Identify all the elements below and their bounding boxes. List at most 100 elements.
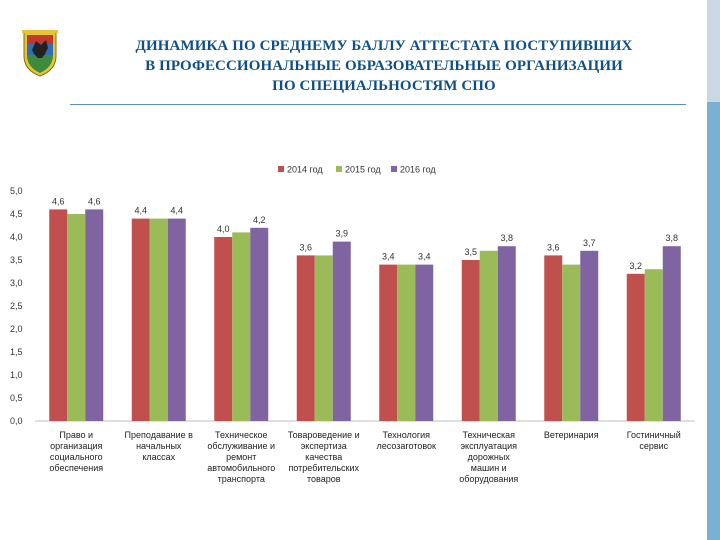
- accent-band-top: [707, 0, 720, 102]
- bar: [314, 255, 333, 421]
- bar: [479, 250, 498, 421]
- category-label: Ветеринария: [526, 430, 616, 441]
- y-tick-label: 0,0: [10, 416, 23, 426]
- category-label-line: Товароведение и: [287, 430, 360, 440]
- y-tick-label: 5,0: [10, 186, 23, 196]
- category-label-line: оборудования: [459, 474, 519, 484]
- bar: [167, 218, 186, 421]
- category-label: Товароведение и экспертиза качества потреби…: [279, 430, 369, 485]
- category-label-line: организация: [50, 441, 103, 451]
- category-label-line: товаров: [306, 474, 341, 484]
- bar: [644, 269, 663, 421]
- data-label: 4,4: [134, 206, 147, 216]
- category-label-line: экспертиза: [300, 441, 347, 451]
- page-title: ДИНАМИКА ПО СРЕДНЕМУ БАЛЛУ АТТЕСТАТА ПОС…: [70, 36, 698, 96]
- data-label: 3,4: [382, 252, 395, 262]
- data-label: 3,8: [500, 233, 513, 243]
- title-line-2: В ПРОФЕССИОНАЛЬНЫЕ ОБРАЗОВАТЕЛЬНЫЕ ОРГАН…: [145, 58, 623, 74]
- category-label-line: Техническое: [214, 430, 268, 440]
- bar: [580, 250, 599, 421]
- category-label-line: ремонт: [226, 452, 257, 462]
- data-label: 3,2: [629, 261, 642, 271]
- bar: [379, 264, 398, 421]
- category-label-line: дорожных: [467, 452, 510, 462]
- category-label-line: транспорта: [217, 474, 265, 484]
- category-label-line: Гостиничный: [626, 430, 681, 440]
- bar: [67, 214, 86, 421]
- category-label-line: лесозаготовок: [376, 441, 436, 451]
- legend-label: 2014 год: [287, 165, 323, 175]
- bar: [415, 264, 434, 421]
- data-label: 3,6: [547, 242, 560, 252]
- data-label: 3,4: [418, 252, 431, 262]
- category-label-line: Технология: [382, 430, 431, 440]
- bar: [461, 260, 480, 421]
- category-label-line: обслуживание и: [207, 441, 276, 451]
- y-tick-label: 2,5: [10, 301, 23, 311]
- category-label-line: классах: [142, 452, 176, 462]
- legend-swatch: [391, 166, 397, 172]
- category-label-line: Преподавание в: [124, 430, 193, 440]
- category-label-line: потребительских: [288, 463, 360, 473]
- data-label: 3,5: [464, 247, 477, 257]
- category-label: Преподавание в начальных классах: [114, 430, 204, 463]
- category-label-line: автомобильного: [207, 463, 276, 473]
- data-label: 4,6: [52, 196, 65, 206]
- category-label-line: начальных: [136, 441, 182, 451]
- data-label: 4,6: [88, 196, 101, 206]
- y-tick-label: 1,5: [10, 347, 23, 357]
- category-label-line: сервис: [639, 441, 669, 451]
- category-label: Техническое обслуживание и ремонт автомобил…: [196, 430, 286, 485]
- category-label: Техническая эксплуатация дорожных машин и об…: [444, 430, 534, 485]
- data-label: 3,8: [665, 233, 678, 243]
- y-tick-label: 4,0: [10, 232, 23, 242]
- bar: [149, 218, 168, 421]
- bar: [562, 264, 581, 421]
- y-tick-label: 3,5: [10, 255, 23, 265]
- data-label: 3,7: [583, 238, 596, 248]
- category-label-line: качества: [305, 452, 343, 462]
- accent-band: [707, 0, 720, 540]
- title-line-1: ДИНАМИКА ПО СРЕДНЕМУ БАЛЛУ АТТЕСТАТА ПОС…: [135, 38, 633, 54]
- category-label-line: Право и: [59, 430, 94, 440]
- category-label-line: эксплуатация: [460, 441, 518, 451]
- bar: [296, 255, 315, 421]
- data-label: 4,0: [217, 224, 230, 234]
- y-tick-label: 0,5: [10, 393, 23, 403]
- bar: [497, 246, 516, 421]
- category-label: Право и организация социального обеспечения: [31, 430, 121, 474]
- y-tick-label: 4,5: [10, 209, 23, 219]
- bar: [332, 241, 351, 421]
- data-label: 4,4: [170, 206, 183, 216]
- legend-label: 2015 год: [345, 165, 381, 175]
- bar: [626, 273, 645, 421]
- legend-swatch: [278, 166, 284, 172]
- coat-of-arms-icon: [22, 30, 58, 77]
- bar: [131, 218, 150, 421]
- bar: [544, 255, 563, 421]
- category-label-line: обеспечения: [49, 463, 104, 473]
- bar: [85, 209, 104, 421]
- y-tick-label: 2,0: [10, 324, 23, 334]
- category-label-line: Ветеринария: [543, 430, 599, 440]
- legend-swatch: [336, 166, 342, 172]
- bar: [662, 246, 681, 421]
- bar: [250, 227, 269, 421]
- title-line-3: ПО СПЕЦИАЛЬНОСТЯМ СПО: [272, 78, 496, 94]
- data-label: 3,6: [299, 242, 312, 252]
- y-tick-label: 3,0: [10, 278, 23, 288]
- category-label-line: социального: [49, 452, 103, 462]
- bar: [49, 209, 68, 421]
- data-label: 4,2: [253, 215, 266, 225]
- y-tick-label: 1,0: [10, 370, 23, 380]
- category-label-line: машин и: [470, 463, 507, 473]
- category-label-line: Техническая: [462, 430, 515, 440]
- bar: [397, 264, 416, 421]
- data-label: 3,9: [335, 229, 348, 239]
- bar: [232, 232, 251, 421]
- category-label: Технология лесозаготовок: [361, 430, 451, 452]
- category-label: Гостиничный сервис: [609, 430, 699, 452]
- legend-label: 2016 год: [400, 165, 436, 175]
- title-divider: [70, 104, 686, 105]
- bar: [214, 237, 233, 421]
